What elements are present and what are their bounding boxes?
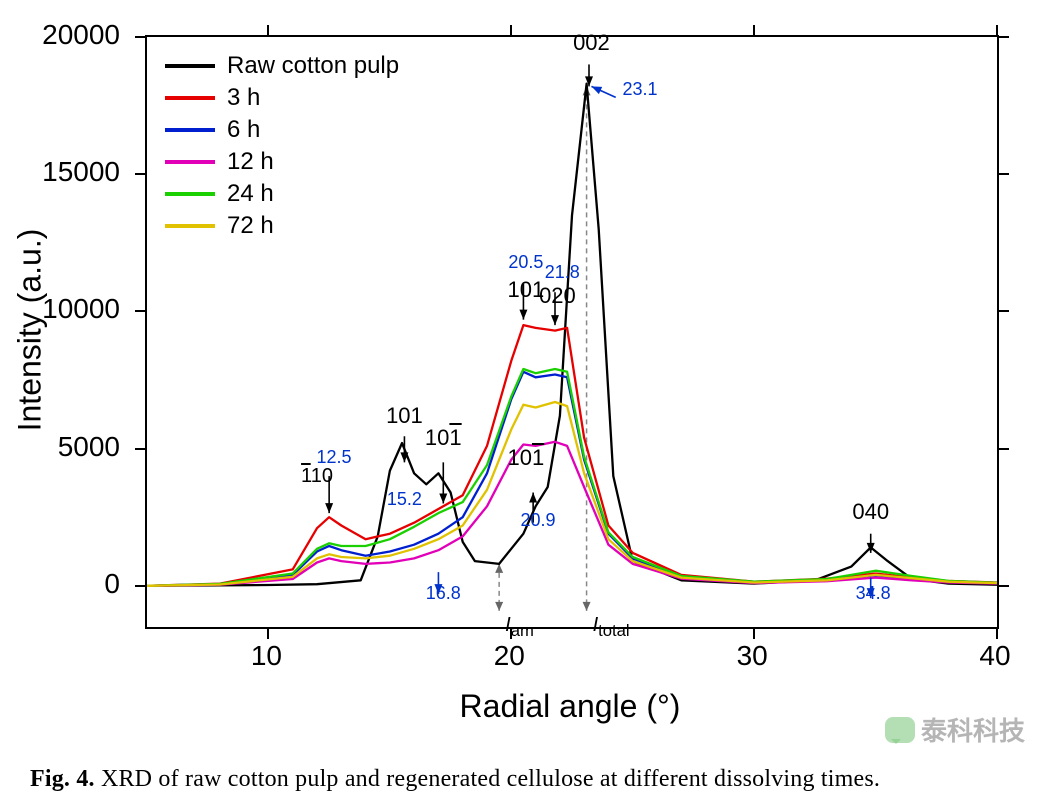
caption-prefix: Fig. 4. <box>30 766 95 792</box>
x-tick-label: 20 <box>494 640 525 672</box>
legend-item: 24 h <box>165 178 399 210</box>
legend-swatch <box>165 224 215 228</box>
y-tick-label: 5000 <box>58 431 120 463</box>
legend-swatch <box>165 128 215 132</box>
legend-label: 72 h <box>227 212 274 240</box>
peak-label: 20.9 <box>520 510 555 531</box>
peak-label: 16.8 <box>426 583 461 604</box>
peak-label: 020 <box>539 283 576 309</box>
legend-label: Raw cotton pulp <box>227 52 399 80</box>
y-tick-label: 0 <box>104 568 120 600</box>
legend-item: Raw cotton pulp <box>165 50 399 82</box>
series-24-h <box>147 369 997 586</box>
peak-label: 101 <box>386 403 423 429</box>
caption-text: XRD of raw cotton pulp and regenerated c… <box>101 766 880 792</box>
legend-item: 12 h <box>165 146 399 178</box>
y-tick-label: 15000 <box>42 156 120 188</box>
series-72-h <box>147 402 997 586</box>
x-axis-label: Radial angle (°) <box>460 688 681 725</box>
x-tick-label: 10 <box>251 640 282 672</box>
legend-label: 24 h <box>227 180 274 208</box>
legend-swatch <box>165 96 215 100</box>
legend-item: 3 h <box>165 82 399 114</box>
legend-swatch <box>165 160 215 164</box>
x-tick-label: 30 <box>737 640 768 672</box>
chart-wrapper: Intensity (a.u.) Radial angle (°) 11012.… <box>10 10 1040 730</box>
legend-label: 12 h <box>227 148 274 176</box>
figure-caption: Fig. 4. XRD of raw cotton pulp and regen… <box>30 766 880 793</box>
legend-item: 6 h <box>165 114 399 146</box>
intensity-marker: Iam <box>505 614 534 641</box>
peak-label: 21.8 <box>545 262 580 283</box>
peak-label: 101 <box>425 425 462 451</box>
y-tick-label: 10000 <box>42 293 120 325</box>
legend-label: 6 h <box>227 116 260 144</box>
intensity-marker: Itotal <box>593 614 630 641</box>
y-axis-label: Intensity (a.u.) <box>12 229 49 432</box>
legend-label: 3 h <box>227 84 260 112</box>
peak-label: 12.5 <box>316 447 351 468</box>
peak-label: 110 <box>301 465 333 488</box>
peak-label: 23.1 <box>622 79 657 100</box>
peak-label: 15.2 <box>387 489 422 510</box>
x-tick-label: 40 <box>979 640 1010 672</box>
peak-label: 20.5 <box>508 252 543 273</box>
peak-label: 101 <box>507 445 544 471</box>
legend-swatch <box>165 64 215 68</box>
peak-label: 34.8 <box>856 583 891 604</box>
watermark-text: 泰科科技 <box>921 711 1025 748</box>
peak-label: 002 <box>573 30 610 56</box>
series-6-h <box>147 372 997 586</box>
watermark-icon <box>885 717 915 743</box>
legend: Raw cotton pulp 3 h 6 h 12 h 24 h 72 h <box>165 50 399 242</box>
y-tick-label: 20000 <box>42 19 120 51</box>
legend-swatch <box>165 192 215 196</box>
peak-label: 040 <box>852 499 889 525</box>
watermark: 泰科科技 <box>885 711 1025 748</box>
legend-item: 72 h <box>165 210 399 242</box>
